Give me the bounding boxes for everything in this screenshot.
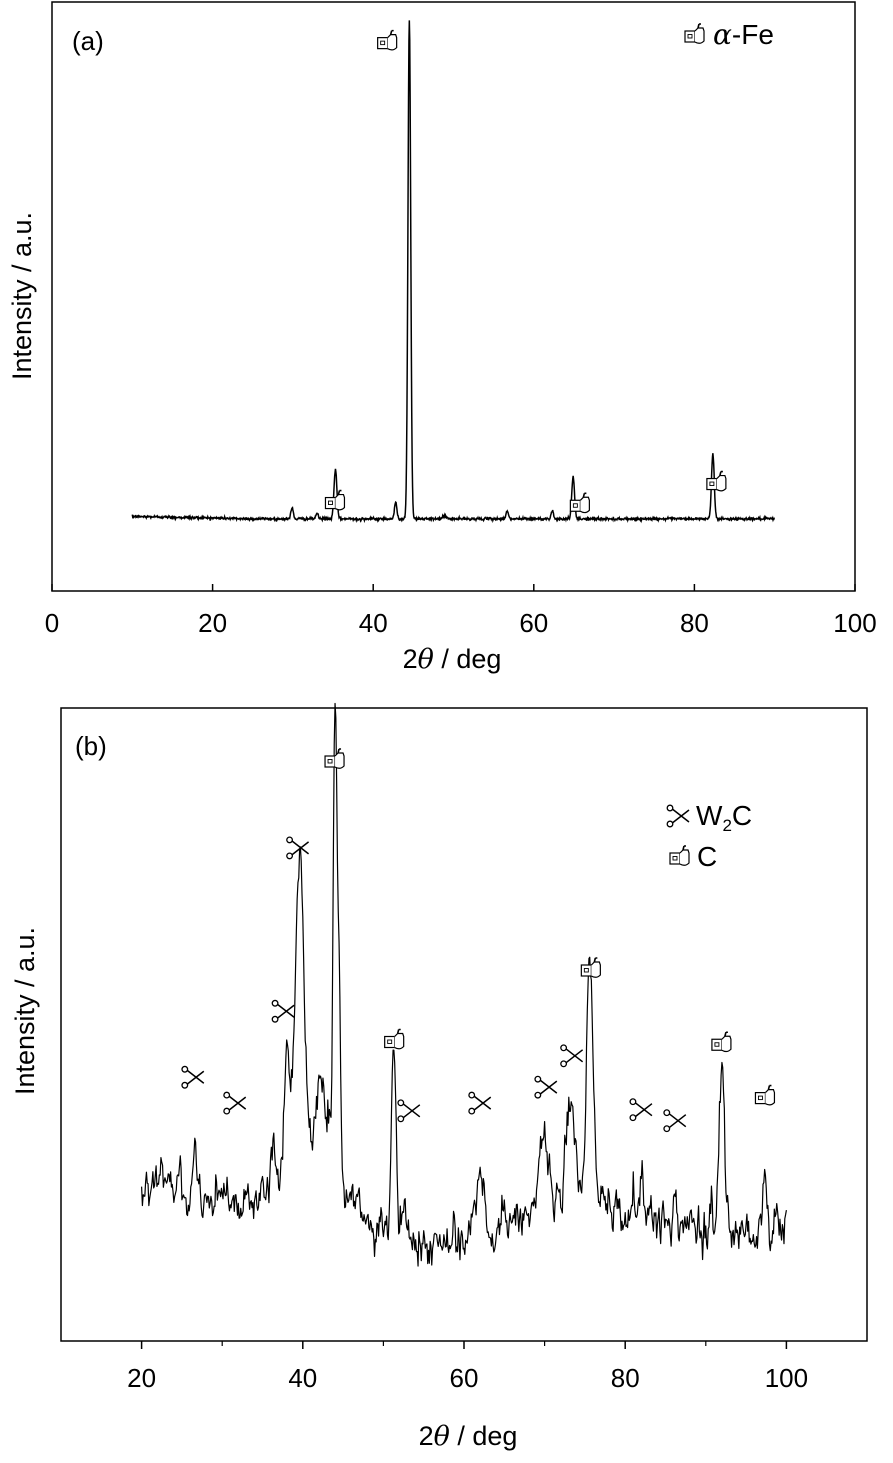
c-marker-icon xyxy=(580,957,602,979)
x-tick-label: 20 xyxy=(127,1363,156,1393)
x-axis-label-b-unit: / deg xyxy=(450,1421,518,1451)
x-tick-label: 40 xyxy=(359,608,388,638)
alpha-fe-marker-icon xyxy=(706,470,727,492)
legend-a: α-Fe xyxy=(684,18,774,51)
xrd-trace-a xyxy=(131,20,775,524)
w2c-marker-icon xyxy=(468,1091,492,1115)
w2c-marker-icon xyxy=(663,1109,687,1133)
x-axis-ticks-b: 20 40 60 80 100 xyxy=(127,1341,808,1393)
legend-c-label: C xyxy=(697,841,717,872)
x-axis-label-a-theta: θ xyxy=(418,644,434,675)
svg-text:W2C: W2C xyxy=(696,800,752,835)
w2c-marker-icon xyxy=(666,804,690,828)
x-tick-label: 0 xyxy=(45,608,59,638)
x-axis-label-b: 2θ / deg xyxy=(419,1421,518,1452)
w2c-marker-icon xyxy=(286,836,310,860)
legend-w2c-label-w: W xyxy=(696,800,723,831)
alpha-fe-marker-icon xyxy=(376,29,398,51)
x-axis-ticks-a: 0 20 40 60 80 100 xyxy=(45,584,877,638)
x-axis-label-b-prefix: 2 xyxy=(419,1421,434,1451)
plot-frame-a xyxy=(51,1,856,592)
x-tick-label: 80 xyxy=(680,608,709,638)
x-axis-label-a-prefix: 2 xyxy=(403,644,418,674)
y-axis-label-a: Intensity / a.u. xyxy=(7,212,37,380)
alpha-fe-marker-icon xyxy=(569,492,591,514)
peak-markers-b xyxy=(181,748,776,1133)
w2c-marker-icon xyxy=(223,1091,247,1115)
c-marker-icon xyxy=(669,845,690,867)
x-axis-label-a-unit: / deg xyxy=(434,644,502,674)
c-marker-icon xyxy=(383,1028,405,1050)
legend-w2c-label-c: C xyxy=(732,800,752,831)
alpha-fe-marker-icon xyxy=(324,489,346,511)
w2c-marker-icon xyxy=(560,1044,584,1068)
x-axis-label-a: 2θ / deg xyxy=(403,644,502,675)
w2c-marker-icon xyxy=(181,1065,205,1089)
xrd-trace-b xyxy=(141,702,787,1267)
c-marker-icon xyxy=(711,1031,732,1053)
w2c-marker-icon xyxy=(271,999,295,1023)
x-axis-label-b-theta: θ xyxy=(434,1421,450,1452)
legend-alpha-symbol: α xyxy=(713,18,732,51)
y-axis-label-b: Intensity / a.u. xyxy=(10,927,40,1095)
panel-label-a: (a) xyxy=(72,26,104,56)
x-tick-label: 100 xyxy=(833,608,876,638)
x-tick-label: 80 xyxy=(611,1363,640,1393)
x-tick-label: 40 xyxy=(288,1363,317,1393)
c-marker-icon xyxy=(754,1084,776,1106)
legend-b: W2C C xyxy=(666,800,752,872)
peak-markers-a xyxy=(324,29,727,514)
w2c-marker-icon xyxy=(629,1098,653,1122)
panel-a: 0 20 40 60 80 100 (a) α-Fe Intensity / a.u. 2… xyxy=(7,1,877,675)
panel-b: 20 40 60 80 100 (b) W2C C Intensity / a.u. 2… xyxy=(10,702,868,1452)
x-tick-label: 60 xyxy=(450,1363,479,1393)
x-tick-label: 60 xyxy=(519,608,548,638)
legend-w2c-label-sub: 2 xyxy=(722,816,731,835)
w2c-marker-icon xyxy=(534,1075,558,1099)
x-tick-label: 100 xyxy=(765,1363,808,1393)
legend-alpha-fe-label: -Fe xyxy=(732,19,774,50)
w2c-marker-icon xyxy=(397,1099,421,1123)
panel-label-b: (b) xyxy=(75,731,107,761)
x-tick-label: 20 xyxy=(198,608,227,638)
svg-text:α-Fe: α-Fe xyxy=(713,18,774,51)
alpha-fe-marker-icon xyxy=(684,23,705,45)
